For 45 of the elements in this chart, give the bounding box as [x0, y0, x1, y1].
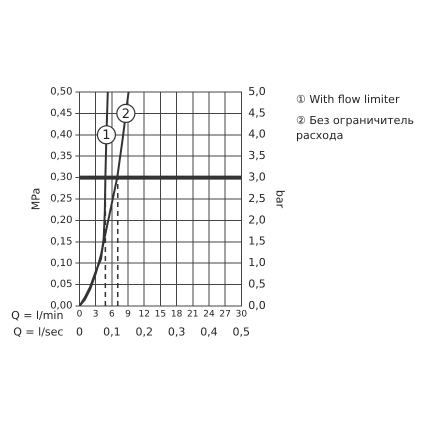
y-tick-label: 0,25: [50, 194, 72, 205]
x-tick-label: 6: [108, 310, 115, 320]
y2-tick-label: 5,0: [248, 84, 266, 98]
x2-tick-label: 0,5: [232, 325, 250, 338]
x-tick-label: 30: [236, 310, 248, 320]
y2-tick-label: 3,0: [248, 170, 266, 184]
x-tick-label: 24: [203, 310, 215, 320]
y2-tick-label: 1,0: [248, 256, 266, 270]
y-tick-label: 0,15: [50, 236, 72, 248]
y2-tick-label: 4,5: [248, 106, 266, 120]
annotation: 1: [102, 128, 111, 144]
y-tick-label: 0,05: [50, 279, 72, 290]
y-tick-label: 0,40: [50, 129, 72, 140]
y2-tick-label: 2,0: [248, 213, 266, 226]
y2-tick-label: 0,5: [248, 277, 266, 290]
y2-tick-label: 1,5: [248, 234, 266, 248]
x-tick-label: 15: [154, 310, 166, 320]
y2-tick-label: 0,0: [248, 298, 266, 312]
y-axis-title: MPa: [29, 188, 42, 210]
y-tick-label: 0,35: [50, 150, 72, 162]
x2-axis-title: Q = l/sec: [13, 326, 64, 339]
x2-tick-label: 0,4: [200, 325, 218, 338]
y-tick-label: 0,10: [50, 258, 72, 269]
y-tick-label: 0,30: [50, 172, 72, 184]
y-tick-label: 0,20: [50, 214, 72, 226]
y-tick-label: 0,45: [50, 108, 72, 119]
text: ② Без ограничитель расхода: [296, 113, 415, 143]
x-tick-label: 21: [187, 310, 198, 320]
x-tick-label: 27: [219, 310, 231, 320]
x-tick-label: 12: [138, 310, 150, 320]
x-tick-label: 18: [170, 310, 183, 320]
x-tick-label: 0: [76, 310, 83, 320]
y2-tick-label: 2,5: [248, 192, 266, 205]
annotation: 2: [122, 106, 130, 122]
x-tick-label: 3: [92, 310, 99, 320]
y2-tick-label: 3,5: [248, 149, 266, 162]
x2-tick-label: 0,1: [103, 325, 121, 338]
x2-tick-label: 0,3: [168, 325, 186, 338]
x-tick-label: 9: [125, 310, 132, 320]
text: ① With flow limiter: [296, 92, 400, 107]
x2-tick-label: 0: [76, 325, 83, 338]
y2-tick-label: 4,0: [248, 128, 266, 141]
y2-axis-title: bar: [274, 190, 287, 209]
x2-tick-label: 0,2: [135, 325, 153, 338]
y-tick-label: 0,50: [50, 86, 72, 98]
